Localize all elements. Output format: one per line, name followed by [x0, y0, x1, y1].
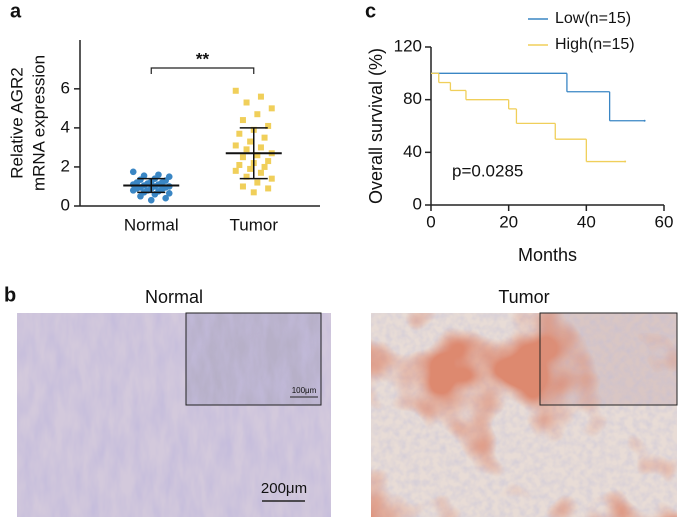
data-point — [254, 152, 261, 159]
data-point — [247, 138, 254, 145]
data-point — [243, 173, 250, 180]
x-tick-label: 20 — [499, 212, 518, 231]
image-title: Tumor — [498, 287, 549, 307]
x-axis-label: Months — [518, 245, 577, 265]
y-tick-label: 120 — [394, 36, 422, 55]
data-point — [137, 192, 144, 200]
data-point — [162, 194, 169, 202]
data-point — [268, 105, 275, 112]
x-tick-label: 60 — [655, 212, 674, 231]
y-tick-label: 80 — [403, 89, 422, 108]
data-point — [261, 163, 268, 170]
data-point — [236, 130, 243, 137]
data-point — [265, 158, 272, 165]
scale-bar-label: 200μm — [261, 480, 307, 497]
data-point — [232, 87, 239, 94]
y-tick-label: 2 — [61, 156, 70, 175]
data-point — [257, 169, 264, 176]
data-point — [257, 93, 264, 100]
panel-label: c — [365, 0, 376, 22]
survival-end — [624, 160, 627, 163]
y-tick-label: 0 — [61, 195, 70, 214]
y-axis-label: Overall survival (%) — [366, 48, 386, 204]
data-point — [165, 190, 173, 197]
y-tick-label: 6 — [61, 78, 70, 97]
normal-micrograph — [17, 312, 331, 517]
data-point — [247, 165, 254, 172]
x-tick-label: 0 — [426, 212, 435, 231]
image-title: Normal — [145, 287, 203, 307]
data-point — [265, 185, 272, 192]
data-point — [257, 144, 264, 151]
data-point — [239, 117, 246, 124]
panel-label: b — [4, 284, 16, 306]
data-point — [236, 161, 243, 168]
data-point — [250, 189, 257, 196]
panel-label: a — [10, 0, 22, 22]
data-point — [232, 142, 239, 149]
p-value: p=0.0285 — [452, 161, 523, 180]
y-axis-label: mRNA expression — [29, 55, 48, 191]
y-axis-label: Relative AGR2 — [7, 67, 26, 179]
data-point — [129, 168, 137, 176]
survival-end — [643, 119, 646, 122]
y-tick-label: 40 — [403, 142, 422, 161]
data-point — [232, 167, 239, 174]
x-tick-label: Normal — [124, 215, 179, 234]
data-point — [243, 146, 250, 153]
data-point — [243, 99, 250, 106]
data-point — [239, 154, 246, 161]
significance-bracket — [150, 67, 255, 74]
data-point — [268, 175, 275, 182]
scale-bar-label: 100μm — [292, 386, 317, 395]
legend-label: Low(n=15) — [555, 10, 631, 27]
x-tick-label: 40 — [577, 212, 596, 231]
significance: ** — [196, 49, 210, 68]
data-point — [239, 183, 246, 190]
data-point — [265, 122, 272, 129]
data-point — [147, 196, 155, 204]
data-point — [129, 187, 137, 194]
x-tick-label: Tumor — [230, 215, 279, 234]
tumor-micrograph — [371, 312, 678, 517]
y-tick-label: 0 — [413, 194, 422, 213]
legend-label: High(n=15) — [555, 36, 635, 53]
data-point — [261, 134, 268, 141]
data-point — [254, 111, 261, 118]
data-point — [254, 179, 261, 186]
y-tick-label: 4 — [61, 117, 70, 136]
